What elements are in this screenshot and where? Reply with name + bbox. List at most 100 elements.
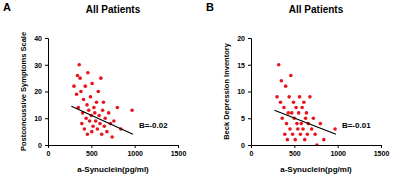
point [313, 133, 317, 137]
y-axis: 0 5 10 15 20 [237, 35, 251, 149]
panel: BAll Patients05001000150005101520a-Synuc… [206, 1, 389, 174]
point [100, 133, 104, 137]
y-tick: 5 [241, 115, 251, 122]
x-tick: 1000 [127, 145, 143, 157]
point [84, 116, 88, 120]
x-tick: 500 [86, 145, 98, 157]
point [89, 95, 93, 99]
y-tick-mark [45, 118, 48, 119]
y-tick: 30 [34, 61, 48, 68]
point [275, 95, 279, 99]
point [92, 106, 96, 110]
point [306, 133, 310, 137]
y-tick-label: 5 [241, 115, 245, 122]
x-tick-mark [178, 145, 179, 148]
y-tick: 10 [34, 115, 48, 122]
point [308, 95, 312, 99]
point [86, 133, 90, 137]
x-tick-mark [381, 145, 382, 148]
point [291, 133, 295, 137]
x-axis: 0 500 1000 1500 [250, 145, 390, 157]
point [298, 95, 302, 99]
point [284, 84, 288, 88]
y-tick-mark [45, 145, 48, 146]
point [294, 106, 298, 110]
y-tick-label: 20 [237, 35, 245, 42]
x-tick-label: 0 [47, 150, 51, 157]
point [116, 106, 120, 110]
title: All Patients [289, 4, 344, 15]
fit-line [274, 110, 336, 134]
point [72, 84, 76, 88]
x-axis-title: a-Synuclein(pg/ml) [280, 165, 352, 174]
x-tick: 1500 [171, 145, 187, 157]
point [280, 116, 284, 120]
x-axis-line [49, 146, 179, 149]
y-tick: 20 [237, 35, 251, 42]
point [77, 63, 81, 67]
y-tick: 40 [34, 35, 48, 42]
y-tick: 10 [237, 88, 251, 95]
point [300, 106, 304, 110]
y-tick: 20 [34, 88, 48, 95]
point [75, 92, 79, 96]
y-tick-mark [45, 92, 48, 93]
x-tick: 1000 [330, 145, 346, 157]
x-axis-title: a-Synuclein(pg/ml) [77, 165, 149, 174]
point [93, 111, 97, 115]
point [286, 138, 290, 142]
y-tick-label: 10 [34, 115, 42, 122]
point [297, 111, 301, 115]
y-tick-mark [248, 65, 251, 66]
point [319, 122, 323, 126]
point [97, 114, 101, 118]
point [299, 133, 303, 137]
point [296, 127, 300, 131]
point [112, 119, 116, 123]
point [290, 111, 294, 115]
title: All Patients [86, 4, 141, 15]
y-tick: 0 [241, 142, 251, 149]
y-tick-label: 15 [237, 61, 245, 68]
y-tick-mark [248, 118, 251, 119]
point [322, 138, 326, 142]
x-tick-label: 1000 [330, 150, 346, 157]
x-tick: 1500 [374, 145, 390, 157]
point [103, 124, 107, 128]
x-tick-label: 0 [250, 150, 254, 157]
x-tick: 500 [289, 145, 301, 157]
y-tick-label: 0 [38, 142, 42, 149]
x-axis: 0 500 1000 1500 [47, 145, 187, 157]
point [86, 71, 90, 75]
point [305, 111, 309, 115]
y-tick-mark [45, 65, 48, 66]
point [94, 119, 98, 123]
y-tick: 0 [38, 142, 48, 149]
y-axis: 0 10 20 30 40 [34, 35, 48, 149]
point [280, 79, 284, 83]
point [102, 100, 106, 104]
point [96, 127, 100, 131]
panel: A All Patients 0 500 1000 1500 0 10 20 30 40 a-Synu… [3, 1, 186, 174]
point [310, 127, 314, 131]
point [333, 127, 337, 131]
plot-area [71, 63, 133, 139]
y-tick-label: 10 [237, 88, 245, 95]
y-tick-label: 20 [34, 88, 42, 95]
point [285, 122, 289, 126]
y-axis-line [45, 39, 49, 146]
x-tick-mark [294, 145, 295, 148]
y-tick-mark [248, 92, 251, 93]
y-tick-label: 30 [34, 61, 42, 68]
point [289, 74, 293, 78]
y-tick-label: 40 [34, 35, 42, 42]
point [99, 76, 103, 80]
point [292, 100, 296, 104]
x-tick-label: 500 [86, 150, 98, 157]
point [282, 106, 286, 110]
point [283, 133, 287, 137]
point [88, 119, 92, 123]
panel-label: A [3, 1, 11, 13]
point [107, 111, 111, 115]
point [82, 98, 86, 102]
